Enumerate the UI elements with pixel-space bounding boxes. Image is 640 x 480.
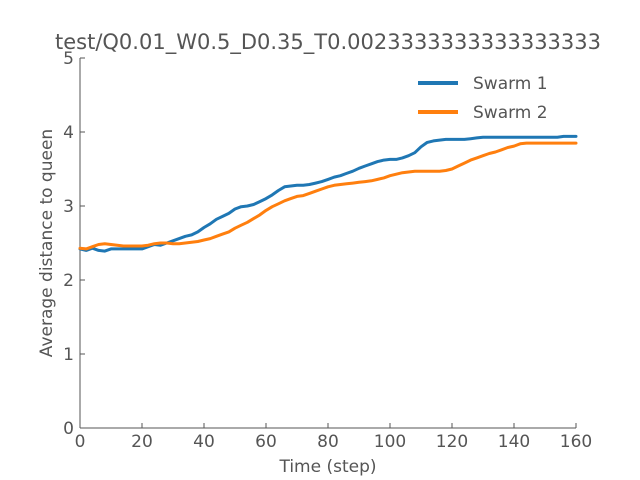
x-tick-label: 100 (374, 432, 406, 452)
x-tick-label: 60 (255, 432, 277, 452)
y-tick-label: 1 (63, 345, 74, 365)
y-tick-label: 3 (63, 197, 74, 217)
x-tick-label: 80 (317, 432, 339, 452)
legend: Swarm 1 Swarm 2 (418, 74, 548, 123)
axes: 0 20 40 60 80 100 120 140 160 0 1 2 3 4 5 (63, 49, 592, 452)
y-tick-label: 5 (63, 49, 74, 69)
x-tick-label: 0 (75, 432, 86, 452)
x-tick-label: 40 (193, 432, 215, 452)
series-layer (78, 134, 578, 253)
y-tick-label: 4 (63, 123, 74, 143)
legend-label-1: Swarm 1 (473, 74, 548, 94)
x-tick-label: 160 (560, 432, 592, 452)
x-tick-label: 120 (436, 432, 468, 452)
x-axis-label: Time (step) (278, 457, 376, 477)
chart-title: test/Q0.01_W0.5_D0.35_T0.002333333333333… (55, 30, 601, 55)
x-tick-label: 140 (498, 432, 530, 452)
series-line-2 (78, 141, 578, 251)
series-line-1 (78, 134, 578, 253)
y-axis-label: Average distance to queen (37, 129, 57, 357)
y-tick-label: 2 (63, 271, 74, 291)
x-tick-label: 20 (131, 432, 153, 452)
legend-label-2: Swarm 2 (473, 103, 548, 123)
y-tick-label: 0 (63, 419, 74, 439)
